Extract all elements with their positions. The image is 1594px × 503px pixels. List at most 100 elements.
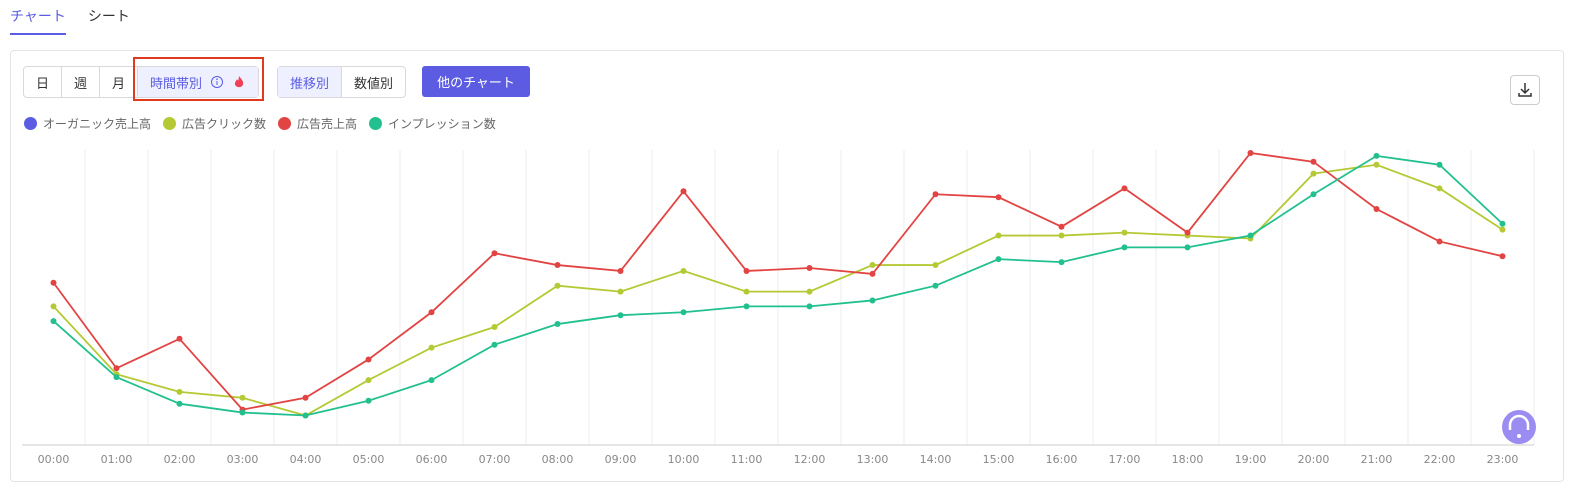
point: [113, 365, 120, 372]
x-tick-label: 00:00: [38, 453, 70, 466]
x-tick-label: 04:00: [290, 453, 322, 466]
point: [554, 321, 561, 328]
point: [1310, 191, 1317, 198]
point: [365, 377, 372, 384]
point: [176, 335, 183, 342]
legend: オーガニック売上高 広告クリック数 広告売上高 インプレッション数: [24, 115, 496, 132]
legend-dot: [278, 117, 292, 130]
point: [743, 267, 750, 274]
point: [428, 344, 435, 351]
point: [1184, 244, 1191, 251]
point: [176, 388, 183, 395]
point: [806, 265, 813, 271]
info-icon: [211, 76, 224, 88]
point: [1436, 161, 1443, 168]
download-button[interactable]: [1510, 75, 1540, 105]
x-tick-label: 16:00: [1046, 453, 1078, 466]
point: [995, 256, 1002, 263]
download-icon: [1518, 83, 1532, 97]
period-group: 日 週 月 時間帯別: [23, 66, 260, 98]
x-tick-label: 22:00: [1424, 453, 1456, 466]
period-button[interactable]: 日: [24, 67, 63, 97]
view-button[interactable]: 数値別: [354, 76, 394, 92]
point: [680, 267, 687, 274]
tab[interactable]: シート: [87, 9, 130, 25]
x-tick-label: 14:00: [920, 453, 952, 466]
point: [806, 303, 813, 310]
x-tick-label: 13:00: [857, 453, 889, 466]
x-tick-label: 21:00: [1361, 453, 1393, 466]
point: [932, 282, 939, 289]
point: [1121, 229, 1128, 236]
point: [932, 262, 939, 269]
x-tick-label: 15:00: [983, 453, 1015, 466]
point: [1436, 185, 1443, 192]
point: [554, 282, 561, 289]
point: [743, 303, 750, 310]
point: [1499, 220, 1506, 227]
x-tick-label: 20:00: [1298, 453, 1330, 466]
point: [1121, 185, 1128, 192]
point: [617, 288, 624, 295]
legend-item[interactable]: オーガニック売上高: [24, 115, 151, 132]
point: [1184, 229, 1191, 236]
point: [239, 409, 246, 416]
point: [1121, 244, 1128, 251]
period-button[interactable]: 週: [62, 67, 101, 97]
fire-icon: [234, 76, 244, 88]
legend-item[interactable]: 広告クリック数: [163, 115, 266, 132]
series-line: [52, 154, 1504, 417]
point: [1373, 161, 1380, 168]
point: [428, 377, 435, 384]
point: [50, 279, 57, 286]
view-group: 推移別 数値別: [277, 66, 407, 98]
tab[interactable]: チャート: [10, 6, 66, 35]
support-icon[interactable]: [1502, 410, 1536, 444]
point: [680, 188, 687, 195]
legend-item[interactable]: インプレッション数: [369, 115, 496, 132]
point: [302, 412, 309, 419]
point: [1499, 226, 1506, 233]
point: [365, 397, 372, 404]
point: [617, 267, 624, 274]
point: [680, 309, 687, 316]
x-tick-label: 18:00: [1172, 453, 1204, 466]
series-line: [52, 151, 1503, 411]
label: 時間帯別: [150, 76, 203, 92]
point: [176, 400, 183, 407]
point: [365, 356, 372, 363]
legend-label: 広告クリック数: [182, 117, 267, 131]
point: [239, 394, 246, 401]
point: [1247, 149, 1254, 156]
x-tick-label: 08:00: [542, 453, 574, 466]
point: [491, 324, 498, 330]
period-button[interactable]: 月: [100, 67, 139, 97]
point: [932, 191, 939, 198]
x-tick-label: 06:00: [416, 453, 448, 466]
legend-dot: [369, 117, 383, 130]
point: [743, 288, 750, 295]
x-tick-label: 07:00: [479, 453, 511, 466]
period-button[interactable]: 時間帯別: [138, 67, 259, 97]
legend-dot: [163, 117, 177, 130]
view-button[interactable]: 推移別: [278, 67, 343, 97]
x-tick-label: 23:00: [1487, 453, 1519, 466]
point: [869, 297, 876, 304]
legend-label: 広告売上高: [297, 117, 358, 131]
point: [50, 318, 57, 325]
card: [10, 50, 1564, 482]
point: [113, 374, 120, 381]
other-chart-button[interactable]: 他のチャート: [422, 66, 530, 97]
point: [1436, 238, 1443, 245]
point: [428, 309, 435, 316]
x-tick-label: 12:00: [794, 453, 826, 466]
x-tick-label: 03:00: [227, 453, 259, 466]
point: [1058, 232, 1065, 239]
point: [491, 250, 498, 257]
highlight-box: [133, 57, 264, 101]
legend-item[interactable]: 広告売上高: [278, 115, 357, 132]
point: [617, 312, 624, 319]
x-tick-label: 17:00: [1109, 453, 1141, 466]
